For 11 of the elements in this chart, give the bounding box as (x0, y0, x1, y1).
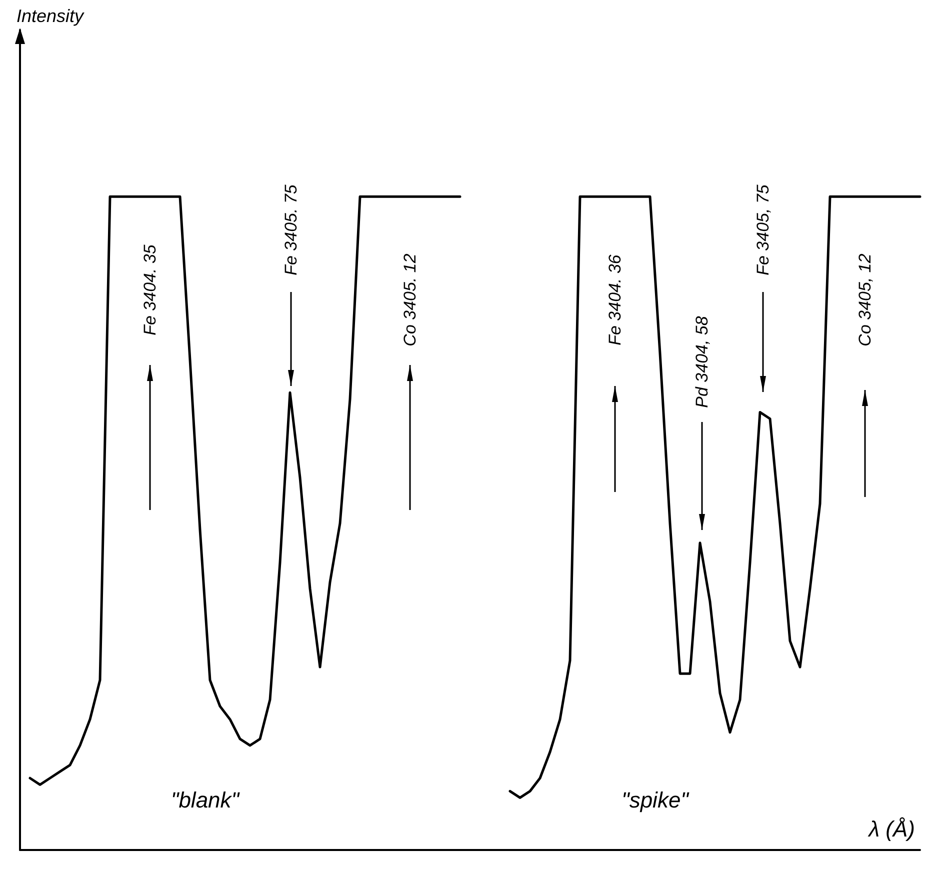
annotation: "spike" (622, 788, 690, 812)
text: Intensity (16, 6, 85, 26)
annotation: Co 3405. 12 (400, 253, 420, 346)
annotation: "blank" (170, 788, 240, 812)
annotation: Pd 3404, 58 (692, 316, 712, 408)
x-axis-title: λ (Å) (868, 816, 916, 842)
annotation: Fe 3405. 75 (282, 184, 300, 276)
annotation: Co 3405, 12 (856, 253, 874, 346)
annotation: Fe 3405, 75 (754, 184, 772, 276)
annotation: Fe 3404. 36 (606, 254, 624, 346)
annotation: Fe 3404. 35 (140, 244, 160, 336)
